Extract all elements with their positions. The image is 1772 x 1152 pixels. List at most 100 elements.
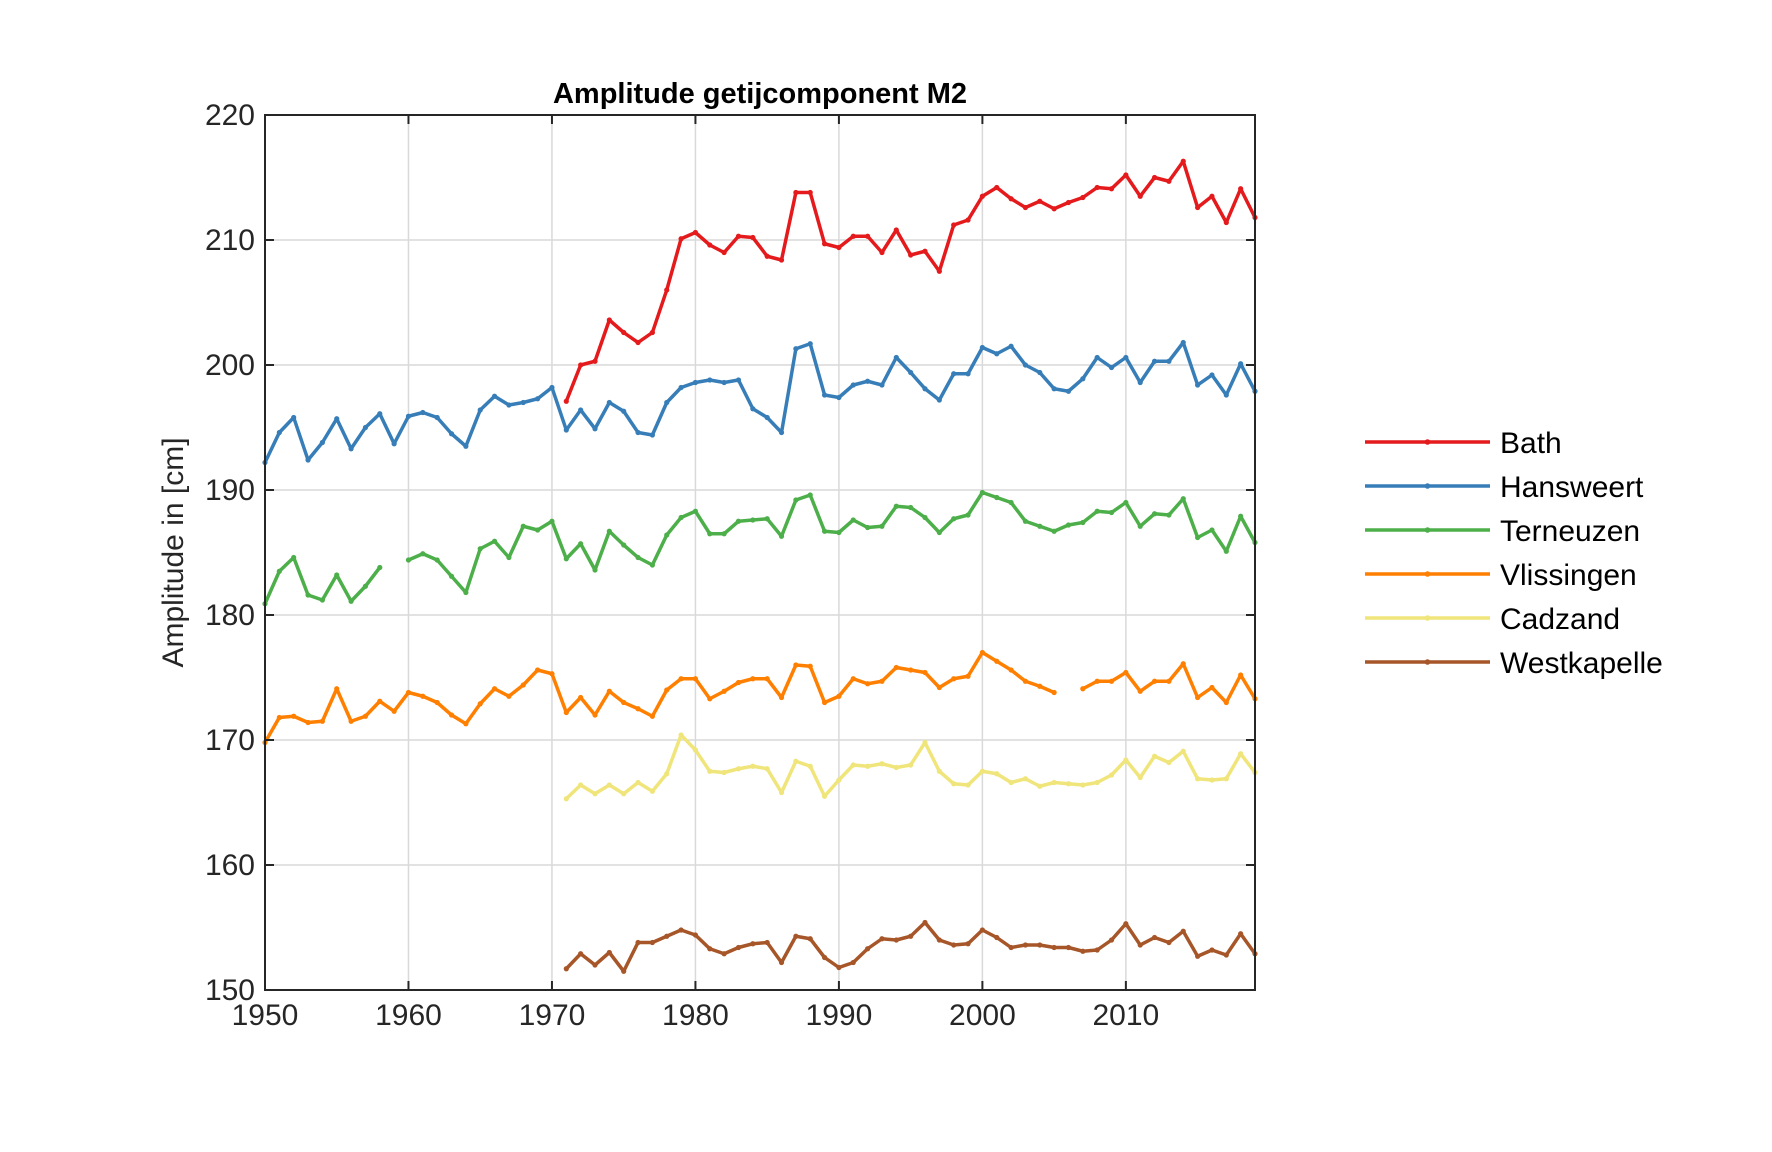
data-point-westkapelle bbox=[621, 968, 627, 974]
data-point-cadzand bbox=[1037, 783, 1043, 789]
axes-box bbox=[264, 114, 1256, 991]
data-point-cadzand bbox=[1180, 748, 1186, 754]
legend-item-hansweert[interactable]: Hansweert bbox=[1365, 471, 1644, 504]
data-point-westkapelle bbox=[865, 946, 871, 952]
data-point-bath bbox=[649, 329, 655, 336]
x-tick-label: 1990 bbox=[806, 999, 873, 1032]
data-point-bath bbox=[1022, 204, 1029, 211]
data-point-vlissingen bbox=[778, 694, 785, 701]
data-point-cadzand bbox=[1022, 776, 1029, 782]
data-point-vlissingen bbox=[520, 682, 526, 688]
data-point-terneuzen bbox=[305, 592, 311, 598]
data-point-cadzand bbox=[836, 777, 842, 783]
data-point-hansweert bbox=[535, 396, 541, 402]
data-point-vlissingen bbox=[807, 663, 813, 669]
data-point-bath bbox=[778, 257, 785, 263]
data-point-westkapelle bbox=[635, 939, 641, 946]
data-point-westkapelle bbox=[1223, 952, 1229, 958]
data-point-bath bbox=[1195, 204, 1201, 211]
data-point-vlissingen bbox=[506, 693, 512, 699]
data-point-vlissingen bbox=[951, 676, 957, 682]
legend-item-vlissingen[interactable]: Vlissingen bbox=[1365, 559, 1637, 592]
data-point-vlissingen bbox=[1238, 672, 1244, 678]
legend-marker-vlissingen bbox=[1424, 571, 1431, 577]
data-point-cadzand bbox=[979, 768, 985, 774]
data-point-vlissingen bbox=[535, 667, 541, 673]
data-point-terneuzen bbox=[994, 494, 1000, 501]
data-point-westkapelle bbox=[821, 954, 828, 961]
data-point-vlissingen bbox=[936, 684, 942, 691]
data-point-westkapelle bbox=[606, 949, 612, 956]
data-point-vlissingen bbox=[865, 681, 871, 687]
data-point-terneuzen bbox=[348, 598, 354, 604]
data-point-cadzand bbox=[922, 739, 928, 746]
data-point-westkapelle bbox=[1051, 944, 1057, 951]
data-point-terneuzen bbox=[276, 568, 282, 574]
data-point-bath bbox=[979, 193, 985, 199]
data-point-vlissingen bbox=[1022, 678, 1029, 684]
data-point-terneuzen bbox=[362, 583, 369, 589]
data-point-hansweert bbox=[448, 431, 455, 437]
data-point-terneuzen bbox=[1108, 509, 1115, 516]
data-point-westkapelle bbox=[1008, 944, 1014, 951]
data-point-hansweert bbox=[348, 446, 354, 452]
data-point-hansweert bbox=[305, 457, 311, 463]
data-point-hansweert bbox=[893, 354, 899, 361]
data-point-terneuzen bbox=[1166, 512, 1172, 518]
data-point-hansweert bbox=[1238, 361, 1244, 367]
legend-item-terneuzen[interactable]: Terneuzen bbox=[1365, 515, 1640, 548]
series-bath bbox=[563, 158, 1258, 404]
data-point-vlissingen bbox=[592, 712, 598, 718]
data-point-cadzand bbox=[1137, 774, 1143, 781]
data-point-hansweert bbox=[1151, 358, 1158, 364]
data-point-bath bbox=[1166, 178, 1172, 184]
data-point-hansweert bbox=[334, 416, 340, 422]
data-point-terneuzen bbox=[549, 518, 555, 524]
data-point-vlissingen bbox=[291, 713, 297, 719]
data-point-vlissingen bbox=[1209, 684, 1215, 691]
data-point-cadzand bbox=[678, 732, 684, 738]
legend-label-hansweert: Hansweert bbox=[1500, 471, 1644, 504]
data-point-vlissingen bbox=[578, 694, 584, 701]
data-point-vlissingen bbox=[463, 721, 469, 727]
series-westkapelle bbox=[563, 919, 1258, 974]
data-point-cadzand bbox=[778, 789, 785, 796]
data-point-hansweert bbox=[850, 382, 856, 388]
data-point-cadzand bbox=[1166, 759, 1172, 766]
data-point-westkapelle bbox=[850, 959, 856, 966]
data-point-terneuzen bbox=[1195, 534, 1201, 541]
data-point-hansweert bbox=[563, 427, 569, 433]
data-point-vlissingen bbox=[721, 688, 727, 694]
data-point-vlissingen bbox=[850, 676, 856, 682]
data-point-bath bbox=[865, 233, 871, 239]
data-point-vlissingen bbox=[750, 676, 756, 682]
data-point-hansweert bbox=[520, 399, 526, 406]
legend-item-bath[interactable]: Bath bbox=[1365, 427, 1562, 460]
series-cadzand bbox=[563, 732, 1258, 802]
y-tick-label: 220 bbox=[205, 99, 255, 132]
data-point-cadzand bbox=[965, 782, 971, 788]
legend-marker-westkapelle bbox=[1424, 659, 1431, 665]
data-point-cadzand bbox=[994, 771, 1000, 777]
data-point-westkapelle bbox=[649, 939, 655, 946]
data-point-hansweert bbox=[1022, 362, 1029, 368]
data-point-terneuzen bbox=[1051, 528, 1057, 534]
data-point-vlissingen bbox=[908, 667, 914, 673]
legend[interactable]: Bath Hansweert Terneuzen Vlissingen Cadzand W… bbox=[1365, 427, 1663, 680]
data-point-westkapelle bbox=[1166, 939, 1172, 946]
data-point-vlissingen bbox=[922, 669, 928, 676]
data-point-cadzand bbox=[664, 771, 670, 777]
legend-item-cadzand[interactable]: Cadzand bbox=[1365, 603, 1620, 636]
data-point-vlissingen bbox=[707, 696, 713, 702]
data-point-bath bbox=[621, 329, 627, 336]
data-point-terneuzen bbox=[664, 532, 670, 538]
data-point-hansweert bbox=[377, 411, 383, 417]
legend-item-westkapelle[interactable]: Westkapelle bbox=[1365, 647, 1663, 680]
data-point-westkapelle bbox=[664, 933, 670, 939]
data-point-vlissingen bbox=[1037, 683, 1043, 689]
data-point-vlissingen bbox=[764, 676, 770, 682]
data-point-terneuzen bbox=[1094, 508, 1100, 514]
data-point-hansweert bbox=[405, 413, 412, 419]
data-point-terneuzen bbox=[1151, 511, 1158, 517]
